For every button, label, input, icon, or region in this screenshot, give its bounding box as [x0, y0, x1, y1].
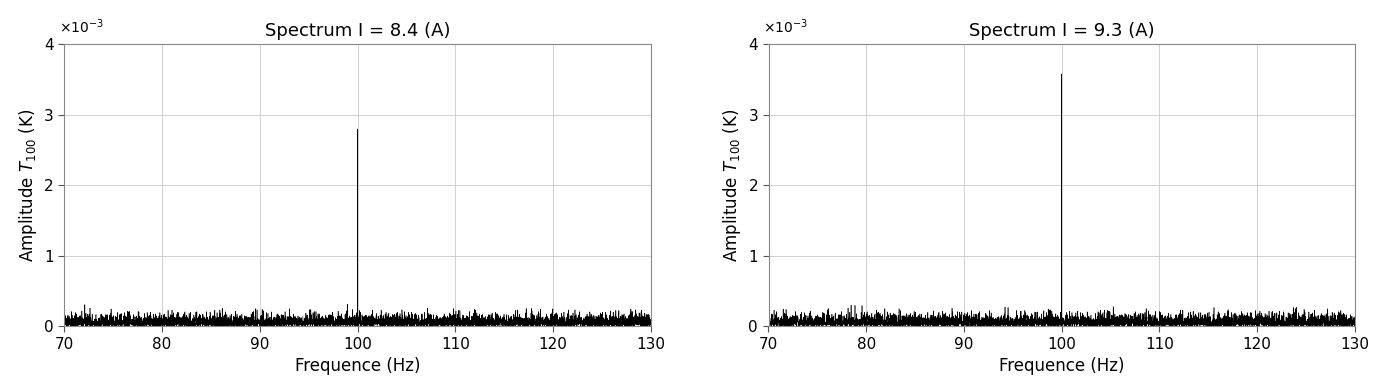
- Title: Spectrum I = 9.3 (A): Spectrum I = 9.3 (A): [969, 22, 1155, 40]
- Y-axis label: Amplitude $T_{100}$ (K): Amplitude $T_{100}$ (K): [17, 109, 39, 262]
- Title: Spectrum I = 8.4 (A): Spectrum I = 8.4 (A): [265, 22, 450, 40]
- Text: $\times10^{-3}$: $\times10^{-3}$: [762, 17, 808, 36]
- X-axis label: Frequence (Hz): Frequence (Hz): [999, 358, 1124, 375]
- Y-axis label: Amplitude $T_{100}$ (K): Amplitude $T_{100}$ (K): [721, 109, 743, 262]
- X-axis label: Frequence (Hz): Frequence (Hz): [295, 358, 420, 375]
- Text: $\times10^{-3}$: $\times10^{-3}$: [58, 17, 104, 36]
